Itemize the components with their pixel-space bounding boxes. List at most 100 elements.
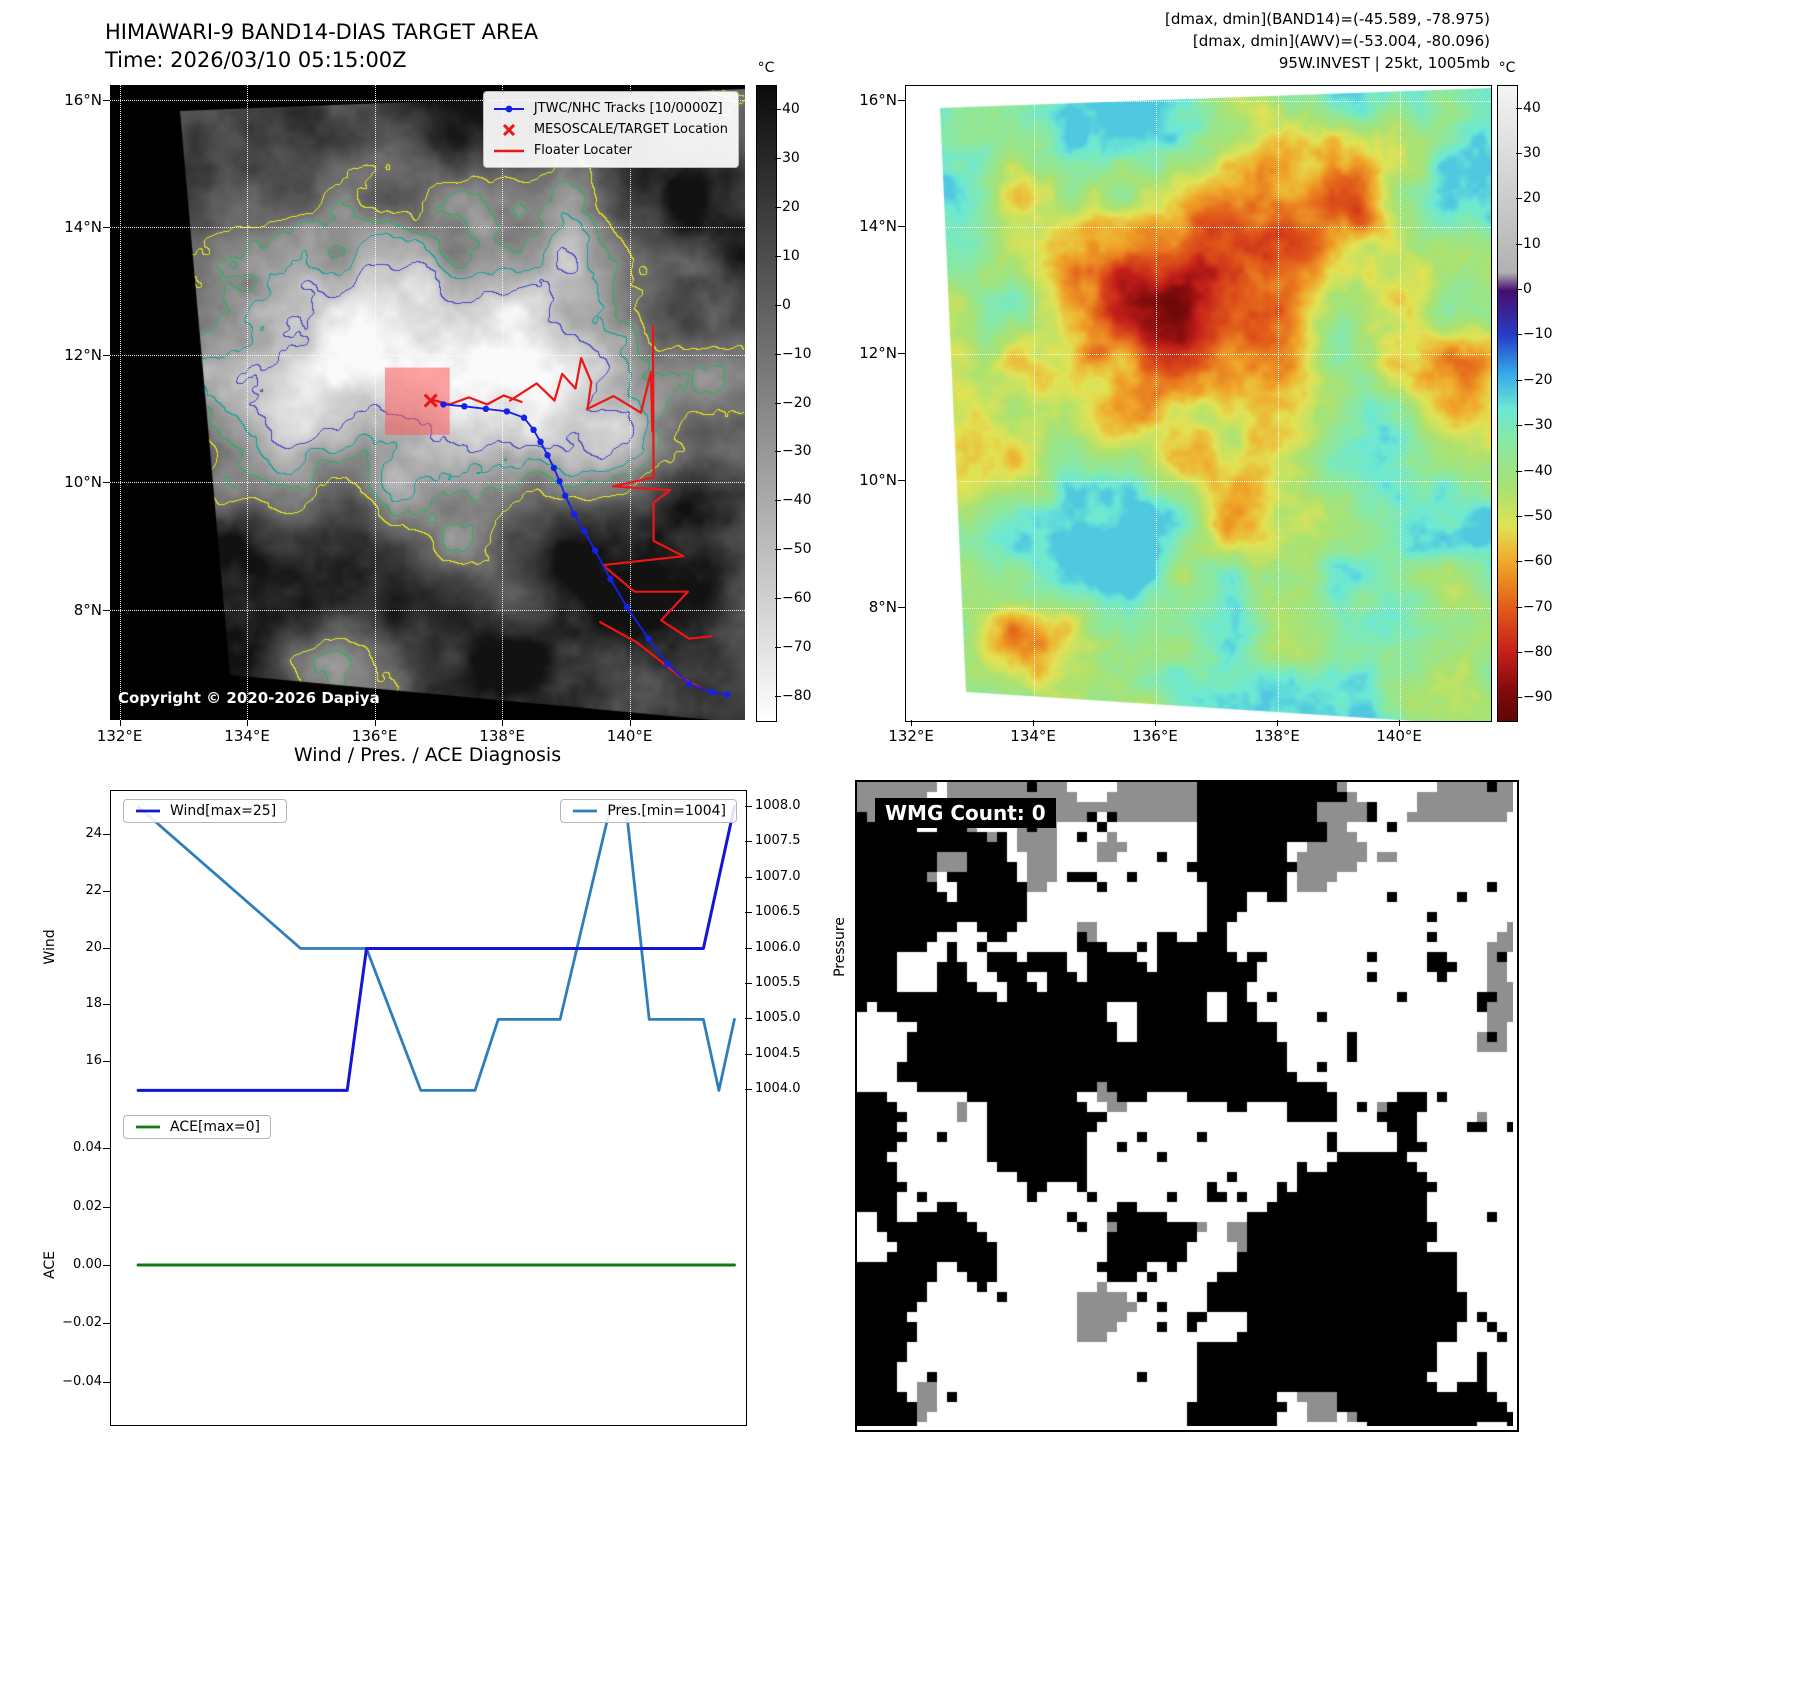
pressure-legend-label: Pres.[min=1004]	[607, 803, 726, 819]
band14-cbar-tick: −60	[782, 589, 812, 606]
tick-mark	[775, 402, 781, 404]
tick-mark	[502, 720, 504, 726]
awv-ytick: 12°N	[859, 344, 897, 363]
wind-ytick: 22	[85, 882, 102, 898]
tick-mark	[775, 646, 781, 648]
ace-line-icon	[136, 1125, 160, 1129]
awv-cbar-tick: −30	[1523, 417, 1553, 434]
awv-xtick: 140°E	[1376, 727, 1422, 745]
legend-label-mesoscale: MESOSCALE/TARGET Location	[533, 122, 728, 137]
jtwc-track-icon	[493, 105, 524, 112]
wmg-panel: WMG Count: 0	[855, 780, 1519, 1432]
band14-satellite-image	[110, 85, 745, 720]
awv-cbar-tick: −10	[1523, 326, 1553, 343]
tick-mark	[745, 876, 752, 878]
tick-mark	[1033, 720, 1035, 726]
ace-ytick: 0.00	[73, 1257, 102, 1272]
tick-mark	[775, 304, 781, 306]
awv-ytick: 10°N	[859, 471, 897, 489]
band14-ytick: 16°N	[64, 90, 102, 109]
tick-mark	[103, 947, 110, 949]
tick-mark	[775, 109, 781, 111]
wmg-count-label: WMG Count: 0	[875, 798, 1056, 828]
tick-mark	[103, 1265, 110, 1266]
pressure-ytick: 1006.0	[755, 939, 801, 955]
awv-xtick: 134°E	[1010, 727, 1056, 745]
wind-ytick: 16	[85, 1053, 102, 1068]
band14-cbar-tick: 20	[782, 199, 800, 216]
floater-line-icon	[493, 149, 524, 152]
awv-cbar-tick: −70	[1523, 598, 1553, 615]
pressure-axis-label: Pressure	[832, 917, 848, 977]
band14-xtick: 132°E	[96, 727, 143, 745]
tick-mark	[775, 207, 781, 209]
band14-cbar-tick: 0	[782, 296, 791, 313]
tick-mark	[103, 833, 110, 835]
awv-cbar-tick: 10	[1523, 235, 1541, 252]
pressure-ytick: 1007.5	[755, 833, 801, 849]
copyright-text: Copyright © 2020-2026 Dapiya	[118, 689, 380, 707]
legend-row-jtwc: JTWC/NHC Tracks [10/0000Z]	[492, 98, 728, 119]
awv-colorbar-unit: °C	[1498, 60, 1516, 76]
band14-cbar-tick: 40	[782, 101, 800, 118]
tick-mark	[1516, 379, 1522, 381]
pressure-ytick: 1004.5	[755, 1045, 801, 1061]
tick-mark	[1516, 198, 1522, 200]
tick-mark	[745, 1018, 752, 1020]
band14-ytick: 8°N	[73, 600, 102, 619]
band14-legend: JTWC/NHC Tracks [10/0000Z] MESOSCALE/TAR…	[482, 91, 739, 168]
ace-ytick: −0.02	[62, 1315, 102, 1331]
awv-ytick: 16°N	[859, 90, 897, 109]
ace-line	[136, 1263, 736, 1267]
awv-xtick: 138°E	[1254, 727, 1300, 745]
tick-mark	[1155, 720, 1157, 726]
band14-colorbar-unit: °C	[757, 60, 775, 76]
tick-mark	[103, 227, 110, 229]
tick-mark	[103, 1004, 110, 1006]
ace-ytick: 0.02	[73, 1198, 102, 1214]
band14-colorbar	[756, 85, 777, 722]
wind-line-icon	[136, 809, 160, 813]
tick-mark	[775, 158, 781, 160]
tick-mark	[103, 609, 110, 611]
awv-xtick: 132°E	[888, 727, 934, 745]
pressure-ytick: 1007.0	[755, 868, 801, 884]
pressure-ytick: 1005.0	[755, 1010, 801, 1026]
awv-colorbar	[1497, 85, 1518, 722]
tick-mark	[1516, 289, 1522, 291]
awv-cbar-tick: −60	[1523, 553, 1553, 570]
pressure-ytick: 1004.0	[755, 1081, 801, 1097]
tick-mark	[745, 1053, 752, 1055]
awv-cbar-tick: −50	[1523, 507, 1553, 524]
tick-mark	[1516, 515, 1522, 517]
awv-xtick: 136°E	[1132, 727, 1178, 745]
awv-ytick: 14°N	[859, 217, 897, 236]
info-line-awv-extrema: [dmax, dmin](AWV)=(-53.004, -80.096)	[1192, 32, 1490, 50]
band14-ytick: 10°N	[64, 473, 102, 492]
awv-satellite-image	[906, 86, 1491, 721]
awv-cbar-tick: −90	[1523, 689, 1553, 706]
band14-cbar-tick: 30	[782, 150, 800, 167]
legend-label-floater: Floater Locater	[533, 143, 632, 158]
band14-xtick: 136°E	[351, 727, 398, 745]
wind-ytick: 24	[85, 825, 102, 841]
tick-mark	[103, 354, 110, 356]
band14-cbar-tick: −70	[782, 638, 812, 655]
tick-mark	[775, 255, 781, 257]
awv-cbar-tick: 0	[1523, 281, 1532, 298]
tick-mark	[898, 480, 905, 481]
tick-mark	[103, 1323, 110, 1325]
wind-pressure-lines	[136, 805, 736, 1092]
tick-mark	[745, 841, 752, 843]
legend-row-mesoscale: MESOSCALE/TARGET Location	[492, 119, 728, 140]
tick-mark	[745, 805, 752, 807]
tick-mark	[775, 353, 781, 355]
tick-mark	[103, 99, 110, 101]
tick-mark	[103, 482, 110, 484]
tick-mark	[1277, 720, 1279, 726]
tick-mark	[247, 720, 249, 726]
tick-mark	[745, 947, 752, 949]
ace-ytick: 0.04	[73, 1140, 102, 1156]
awv-cbar-tick: 40	[1523, 99, 1541, 116]
